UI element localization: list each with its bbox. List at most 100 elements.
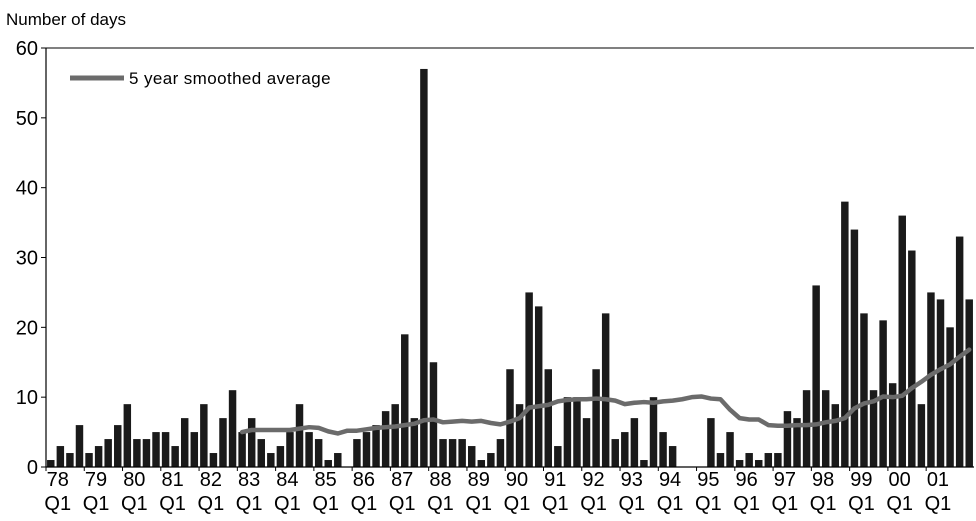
bar [123, 404, 132, 467]
bar [592, 369, 600, 467]
bar [917, 404, 926, 467]
x-tick-label-quarter: Q1 [389, 493, 416, 515]
bar [448, 439, 457, 467]
bar [955, 236, 964, 467]
bar [888, 383, 897, 467]
bar [133, 439, 141, 467]
bar [649, 397, 658, 467]
bar [267, 453, 275, 467]
x-tick-label-quarter: Q1 [159, 493, 186, 515]
bar [774, 453, 782, 467]
x-tick-label-quarter: Q1 [618, 493, 645, 515]
bar [314, 439, 323, 467]
bar [563, 397, 572, 467]
bar [755, 460, 763, 467]
x-tick-label-quarter: Q1 [810, 493, 837, 515]
x-tick-label-year: 98 [812, 469, 834, 491]
bar [793, 418, 801, 467]
bar [831, 404, 840, 467]
x-tick-label-year: 84 [276, 469, 298, 491]
smoothed-average-line [239, 347, 972, 436]
y-tick-label: 60 [16, 38, 38, 60]
axes [45, 47, 974, 471]
bar [850, 229, 859, 467]
bar [410, 418, 419, 467]
x-tick-label-quarter: Q1 [925, 493, 952, 515]
bar [228, 390, 237, 467]
x-tick-label-quarter: Q1 [848, 493, 875, 515]
x-tick-label-year: 00 [889, 469, 911, 491]
x-tick-label-quarter: Q1 [465, 493, 492, 515]
bar [75, 425, 84, 467]
y-tick-label: 40 [16, 178, 38, 200]
x-tick-label-quarter: Q1 [772, 493, 799, 515]
bar [257, 439, 265, 467]
bar [334, 453, 342, 467]
x-tick-label-year: 85 [315, 469, 337, 491]
smoothed-line-layer [239, 347, 972, 436]
bar [506, 369, 514, 467]
bar [104, 439, 112, 467]
x-tick-label-year: 94 [659, 469, 681, 491]
bar [372, 425, 380, 467]
bar [735, 460, 744, 467]
x-tick-label-year: 95 [697, 469, 719, 491]
bar [554, 446, 562, 467]
x-tick-label-year: 99 [850, 469, 872, 491]
legend: 5 year smoothed average [70, 69, 331, 88]
x-tick-label-year: 89 [468, 469, 490, 491]
x-tick-label-quarter: Q1 [236, 493, 263, 515]
bar [66, 453, 74, 467]
bar [171, 446, 179, 467]
bar [812, 285, 820, 467]
bar [611, 439, 619, 467]
x-tick-label-quarter: Q1 [886, 493, 913, 515]
bar [946, 327, 954, 467]
bar [401, 334, 409, 467]
bar [879, 320, 887, 467]
y-axis-title: Number of days [6, 10, 126, 29]
bar [391, 404, 399, 467]
x-tick-label-quarter: Q1 [198, 493, 225, 515]
x-tick-label-year: 91 [544, 469, 566, 491]
x-tick-label-quarter: Q1 [580, 493, 607, 515]
bar [47, 460, 55, 467]
x-tick-label-year: 88 [429, 469, 451, 491]
y-tick-marks [41, 47, 46, 468]
bar [544, 369, 552, 467]
x-tick-label-quarter: Q1 [427, 493, 454, 515]
bar [468, 446, 476, 467]
bar [200, 404, 208, 467]
bar [152, 432, 160, 467]
x-tick-label-year: 86 [353, 469, 375, 491]
bar [94, 446, 103, 467]
bar [362, 432, 371, 467]
x-tick-label-quarter: Q1 [44, 493, 71, 515]
bar [496, 439, 505, 467]
x-tick-label-quarter: Q1 [312, 493, 339, 515]
bar [601, 313, 610, 467]
bar [161, 432, 170, 467]
x-tick-label-year: 90 [506, 469, 528, 491]
y-tick-label: 50 [16, 108, 38, 130]
bar [936, 299, 945, 467]
bar [802, 390, 811, 467]
bar [783, 411, 792, 467]
x-tick-label-year: 01 [927, 469, 949, 491]
bar [190, 432, 199, 467]
x-tick-label-year: 78 [47, 469, 69, 491]
bar [429, 362, 438, 467]
x-tick-label-year: 87 [391, 469, 413, 491]
bar [630, 418, 639, 467]
x-tick-label-year: 81 [161, 469, 183, 491]
bar [477, 460, 486, 467]
bar [142, 439, 151, 467]
x-tick-label-year: 79 [85, 469, 107, 491]
x-tick-label-year: 83 [238, 469, 260, 491]
y-tick-label: 30 [16, 248, 38, 270]
bar [659, 432, 667, 467]
x-tick-label-quarter: Q1 [657, 493, 684, 515]
bar [276, 446, 285, 467]
bar [487, 453, 495, 467]
